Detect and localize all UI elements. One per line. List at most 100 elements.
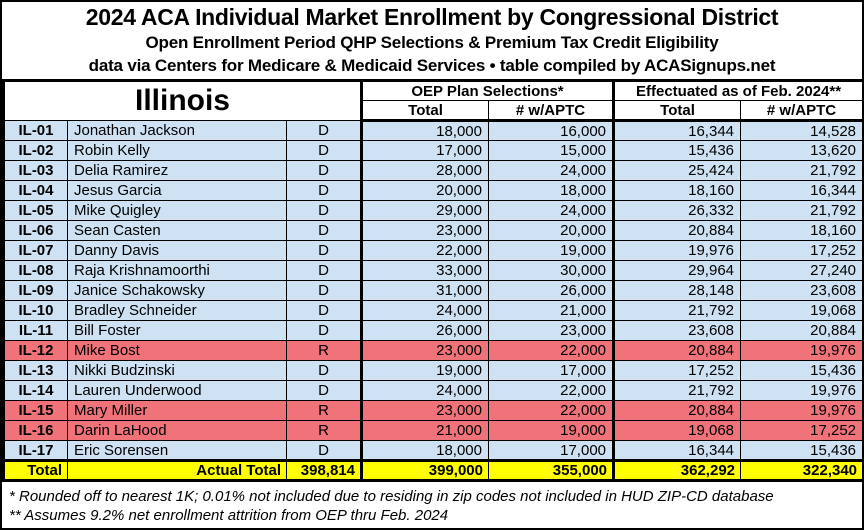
table-row: IL-13 Nikki Budzinski D 19,000 17,000 17,252 1… bbox=[3, 360, 862, 381]
table-row: IL-11 Bill Foster D 26,000 23,000 23,608 20,88… bbox=[3, 320, 862, 341]
party-cell: D bbox=[286, 140, 363, 161]
oep-aptc-cell: 19,000 bbox=[487, 420, 616, 441]
oep-aptc-cell: 24,000 bbox=[487, 160, 616, 181]
table-header: Illinois OEP Plan Selections* Effectuate… bbox=[3, 80, 862, 122]
footnote-attrition: ** Assumes 9.2% net enrollment attrition… bbox=[9, 507, 449, 524]
rep-name-cell: Lauren Underwood bbox=[67, 380, 287, 401]
total-eff-aptc-cell: 322,340 bbox=[740, 459, 862, 481]
rep-name-cell: Janice Schakowsky bbox=[67, 280, 287, 301]
eff-total-cell: 18,160 bbox=[613, 180, 742, 201]
eff-total-cell: 25,424 bbox=[613, 160, 742, 181]
eff-aptc-cell: 15,436 bbox=[740, 440, 862, 461]
district-rows: IL-01 Jonathan Jackson D 18,000 16,000 16,344… bbox=[3, 120, 862, 461]
oep-aptc-cell: 22,000 bbox=[487, 380, 616, 401]
oep-aptc-cell: 15,000 bbox=[487, 140, 616, 161]
total-eff-total-cell: 362,292 bbox=[613, 459, 742, 481]
oep-total-cell: 23,000 bbox=[361, 340, 489, 361]
table-row: IL-06 Sean Casten D 23,000 20,000 20,884 18,16… bbox=[3, 220, 862, 241]
table-row: IL-17 Eric Sorensen D 18,000 17,000 16,344 15,… bbox=[3, 440, 862, 461]
rep-name-cell: Bradley Schneider bbox=[67, 300, 287, 321]
district-cell: IL-08 bbox=[3, 260, 68, 281]
oep-aptc-cell: 17,000 bbox=[487, 360, 616, 381]
party-cell: R bbox=[286, 400, 363, 421]
eff-aptc-cell: 17,252 bbox=[740, 240, 862, 261]
eff-total-cell: 15,436 bbox=[613, 140, 742, 161]
oep-aptc-cell: 26,000 bbox=[487, 280, 616, 301]
rep-name-cell: Mike Bost bbox=[67, 340, 287, 361]
eff-aptc-cell: 27,240 bbox=[740, 260, 862, 281]
oep-aptc-cell: 19,000 bbox=[487, 240, 616, 261]
table-row: IL-08 Raja Krishnamoorthi D 33,000 30,000 29,… bbox=[3, 260, 862, 281]
eff-total-cell: 17,252 bbox=[613, 360, 742, 381]
table-row: IL-12 Mike Bost R 23,000 22,000 20,884 19,976 bbox=[3, 340, 862, 361]
table-row: IL-09 Janice Schakowsky D 31,000 26,000 28,14… bbox=[3, 280, 862, 301]
oep-aptc-cell: 24,000 bbox=[487, 200, 616, 221]
eff-aptc-cell: 19,976 bbox=[740, 380, 862, 401]
rep-name-cell: Mike Quigley bbox=[67, 200, 287, 221]
eff-total-cell: 23,608 bbox=[613, 320, 742, 341]
rep-name-cell: Darin LaHood bbox=[67, 420, 287, 441]
oep-total-cell: 29,000 bbox=[361, 200, 489, 221]
subheader-eff-total: Total bbox=[613, 100, 742, 122]
eff-total-cell: 29,964 bbox=[613, 260, 742, 281]
table-row: IL-05 Mike Quigley D 29,000 24,000 26,332 21,7… bbox=[3, 200, 862, 221]
oep-total-cell: 20,000 bbox=[361, 180, 489, 201]
eff-total-cell: 20,884 bbox=[613, 220, 742, 241]
oep-aptc-cell: 18,000 bbox=[487, 180, 616, 201]
actual-total-value-cell: 398,814 bbox=[286, 459, 363, 481]
eff-aptc-cell: 18,160 bbox=[740, 220, 862, 241]
eff-total-cell: 21,792 bbox=[613, 380, 742, 401]
district-cell: IL-10 bbox=[3, 300, 68, 321]
district-cell: IL-01 bbox=[3, 120, 68, 141]
oep-total-cell: 21,000 bbox=[361, 420, 489, 441]
eff-aptc-cell: 19,068 bbox=[740, 300, 862, 321]
party-cell: D bbox=[286, 160, 363, 181]
eff-aptc-cell: 13,620 bbox=[740, 140, 862, 161]
rep-name-cell: Robin Kelly bbox=[67, 140, 287, 161]
eff-aptc-cell: 19,976 bbox=[740, 340, 862, 361]
district-cell: IL-17 bbox=[3, 440, 68, 461]
rep-name-cell: Mary Miller bbox=[67, 400, 287, 421]
oep-aptc-cell: 21,000 bbox=[487, 300, 616, 321]
table-row: IL-10 Bradley Schneider D 24,000 21,000 21,79… bbox=[3, 300, 862, 321]
enrollment-table: Illinois OEP Plan Selections* Effectuate… bbox=[2, 79, 862, 482]
group-header-effectuated: Effectuated as of Feb. 2024** bbox=[613, 80, 862, 101]
district-cell: IL-15 bbox=[3, 400, 68, 421]
eff-aptc-cell: 15,436 bbox=[740, 360, 862, 381]
subheader-oep-total: Total bbox=[361, 100, 489, 122]
rep-name-cell: Jonathan Jackson bbox=[67, 120, 287, 141]
eff-total-cell: 28,148 bbox=[613, 280, 742, 301]
party-cell: D bbox=[286, 260, 363, 281]
party-cell: R bbox=[286, 340, 363, 361]
title-block: 2024 ACA Individual Market Enrollment by… bbox=[2, 2, 862, 77]
subheader-oep-aptc: # w/APTC bbox=[487, 100, 616, 122]
table-row: IL-16 Darin LaHood R 21,000 19,000 19,068 17,2… bbox=[3, 420, 862, 441]
rep-name-cell: Eric Sorensen bbox=[67, 440, 287, 461]
eff-total-cell: 20,884 bbox=[613, 340, 742, 361]
table-row: IL-15 Mary Miller R 23,000 22,000 20,884 19,97… bbox=[3, 400, 862, 421]
oep-total-cell: 26,000 bbox=[361, 320, 489, 341]
oep-total-cell: 18,000 bbox=[361, 120, 489, 141]
table-row: IL-03 Delia Ramirez D 28,000 24,000 25,424 21,… bbox=[3, 160, 862, 181]
eff-total-cell: 19,068 bbox=[613, 420, 742, 441]
page-title: 2024 ACA Individual Market Enrollment by… bbox=[85, 4, 779, 30]
group-header-oep: OEP Plan Selections* bbox=[360, 80, 616, 101]
oep-total-cell: 23,000 bbox=[361, 400, 489, 421]
rep-name-cell: Danny Davis bbox=[67, 240, 287, 261]
district-cell: IL-02 bbox=[3, 140, 68, 161]
rep-name-cell: Jesus Garcia bbox=[67, 180, 287, 201]
state-header: Illinois bbox=[3, 80, 363, 121]
party-cell: D bbox=[286, 200, 363, 221]
oep-aptc-cell: 20,000 bbox=[487, 220, 616, 241]
party-cell: D bbox=[286, 280, 363, 301]
district-cell: IL-13 bbox=[3, 360, 68, 381]
actual-total-label-cell: Actual Total bbox=[67, 459, 287, 481]
district-cell: IL-05 bbox=[3, 200, 68, 221]
oep-aptc-cell: 22,000 bbox=[487, 400, 616, 421]
eff-total-cell: 26,332 bbox=[613, 200, 742, 221]
subheader-eff-aptc: # w/APTC bbox=[740, 100, 862, 122]
district-cell: IL-14 bbox=[3, 380, 68, 401]
eff-total-cell: 19,976 bbox=[613, 240, 742, 261]
oep-aptc-cell: 17,000 bbox=[487, 440, 616, 461]
party-cell: D bbox=[286, 380, 363, 401]
